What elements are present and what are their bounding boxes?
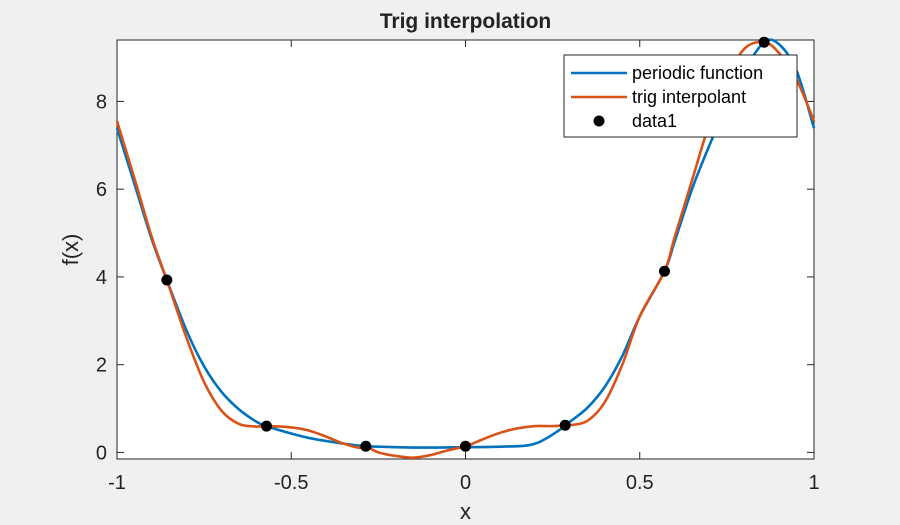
y-tick-label: 0	[96, 442, 107, 464]
y-tick-label: 2	[96, 355, 107, 377]
x-axis-label: x	[460, 499, 471, 524]
x-tick-label: 0	[460, 472, 471, 494]
y-tick-label: 4	[96, 267, 107, 289]
legend-entry-data1[interactable]: data1	[593, 111, 678, 131]
data-point	[261, 420, 273, 432]
data-markers	[161, 36, 770, 452]
data-point	[360, 440, 372, 452]
legend[interactable]: periodic function trig interpolant data1	[563, 54, 798, 138]
x-tick-label: -1	[108, 472, 126, 494]
legend-label: trig interpolant	[632, 87, 746, 107]
data-point	[161, 274, 173, 286]
chart-title: Trig interpolation	[380, 10, 552, 33]
legend-entry-trig-interpolant[interactable]: trig interpolant	[571, 87, 746, 107]
legend-entry-periodic-function[interactable]: periodic function	[571, 63, 763, 83]
axis-ticks: -1 -0.5 0 0.5 1 0 2 4 6 8	[96, 40, 820, 494]
legend-label: periodic function	[632, 63, 763, 83]
y-axis-label: f(x)	[58, 234, 83, 266]
legend-label: data1	[632, 111, 677, 131]
legend-swatch-marker	[593, 115, 605, 127]
data-point	[559, 419, 571, 431]
y-tick-label: 6	[96, 179, 107, 201]
x-tick-label: 0.5	[626, 472, 654, 494]
data-point	[460, 440, 471, 452]
y-tick-label: 8	[96, 91, 107, 113]
data-point	[658, 265, 670, 277]
x-tick-label: -0.5	[274, 472, 308, 494]
data-point	[758, 36, 770, 48]
x-tick-label: 1	[808, 472, 819, 494]
